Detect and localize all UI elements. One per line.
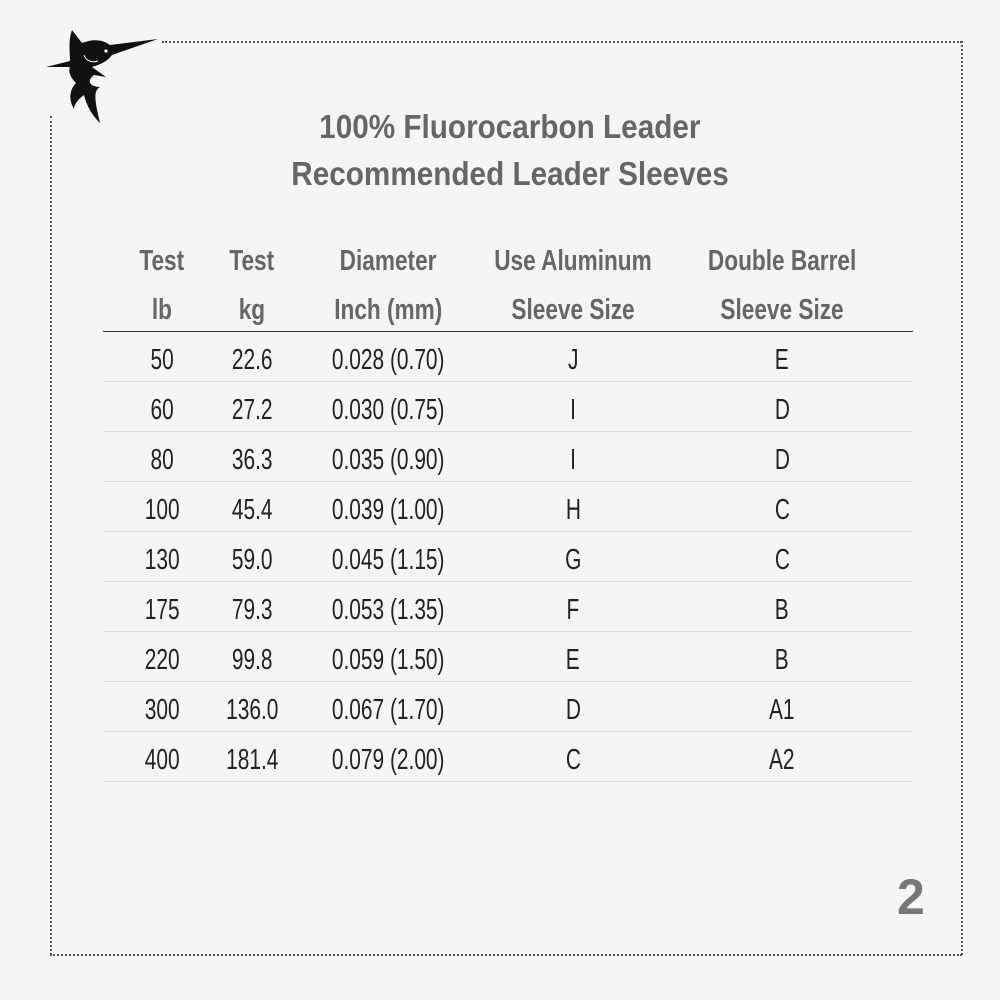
cell-test-lb: 130: [144, 544, 180, 576]
header-diameter: Diameter: [339, 245, 437, 277]
dotted-border-top: [162, 41, 962, 43]
cell-diameter: 0.079 (2.00): [331, 744, 445, 776]
cell-double-barrel-sleeve: A1: [769, 694, 795, 726]
title-line-1: 100% Fluorocarbon Leader: [319, 108, 701, 145]
cell-test-kg: 45.4: [231, 494, 273, 526]
cell-test-lb: 50: [150, 344, 174, 376]
cell-aluminum-sleeve: I: [570, 444, 576, 476]
row-divider: [103, 681, 913, 682]
dotted-border-left: [50, 116, 52, 955]
cell-diameter: 0.035 (0.90): [331, 444, 445, 476]
row-divider: [103, 731, 913, 732]
cell-test-kg: 22.6: [231, 344, 273, 376]
row-divider: [103, 631, 913, 632]
header-aluminum-sleeve: Sleeve Size: [511, 294, 635, 326]
dotted-border-right: [961, 41, 963, 955]
cell-test-kg: 59.0: [231, 544, 273, 576]
header-test-kg: Test: [229, 245, 275, 277]
cell-diameter: 0.059 (1.50): [331, 644, 445, 676]
row-divider: [103, 381, 913, 382]
header-test-lb: lb: [151, 294, 173, 326]
cell-double-barrel-sleeve: D: [774, 394, 790, 426]
cell-test-lb: 80: [150, 444, 174, 476]
cell-aluminum-sleeve: I: [570, 394, 576, 426]
header-diameter: Inch (mm): [333, 294, 443, 326]
row-divider: [103, 431, 913, 432]
header-test-lb: Test: [139, 245, 185, 277]
cell-double-barrel-sleeve: B: [775, 644, 789, 676]
cell-aluminum-sleeve: F: [566, 594, 580, 626]
cell-double-barrel-sleeve: B: [775, 594, 789, 626]
cell-test-kg: 181.4: [225, 744, 279, 776]
cell-test-lb: 60: [150, 394, 174, 426]
title-line-2: Recommended Leader Sleeves: [291, 155, 729, 192]
header-rule: [103, 331, 913, 332]
cell-diameter: 0.067 (1.70): [331, 694, 445, 726]
header-double-barrel-sleeve: Double Barrel: [707, 245, 857, 277]
cell-test-lb: 300: [144, 694, 180, 726]
cell-test-kg: 99.8: [231, 644, 273, 676]
cell-double-barrel-sleeve: E: [775, 344, 789, 376]
cell-diameter: 0.028 (0.70): [331, 344, 445, 376]
cell-aluminum-sleeve: C: [565, 744, 581, 776]
cell-test-lb: 400: [144, 744, 180, 776]
cell-test-kg: 27.2: [231, 394, 273, 426]
cell-test-lb: 100: [144, 494, 180, 526]
cell-double-barrel-sleeve: C: [774, 544, 790, 576]
cell-double-barrel-sleeve: A2: [769, 744, 795, 776]
row-divider: [103, 481, 913, 482]
cell-test-kg: 36.3: [231, 444, 273, 476]
row-divider: [103, 781, 913, 782]
page-number: 2: [897, 869, 925, 925]
cell-aluminum-sleeve: E: [566, 644, 580, 676]
cell-aluminum-sleeve: D: [565, 694, 581, 726]
row-divider: [103, 581, 913, 582]
header-double-barrel-sleeve: Sleeve Size: [720, 294, 844, 326]
cell-test-lb: 220: [144, 644, 180, 676]
cell-double-barrel-sleeve: D: [774, 444, 790, 476]
cell-diameter: 0.039 (1.00): [331, 494, 445, 526]
dotted-border-bottom: [50, 954, 962, 956]
cell-aluminum-sleeve: G: [564, 544, 582, 576]
cell-aluminum-sleeve: J: [567, 344, 579, 376]
cell-diameter: 0.053 (1.35): [331, 594, 445, 626]
cell-test-kg: 79.3: [231, 594, 273, 626]
row-divider: [103, 531, 913, 532]
header-aluminum-sleeve: Use Aluminum: [494, 245, 652, 277]
cell-aluminum-sleeve: H: [565, 494, 581, 526]
marlin-fish-icon: [46, 30, 158, 123]
cell-diameter: 0.030 (0.75): [331, 394, 445, 426]
cell-diameter: 0.045 (1.15): [331, 544, 445, 576]
cell-test-kg: 136.0: [225, 694, 279, 726]
cell-test-lb: 175: [144, 594, 180, 626]
cell-double-barrel-sleeve: C: [774, 494, 790, 526]
header-test-kg: kg: [238, 294, 266, 326]
